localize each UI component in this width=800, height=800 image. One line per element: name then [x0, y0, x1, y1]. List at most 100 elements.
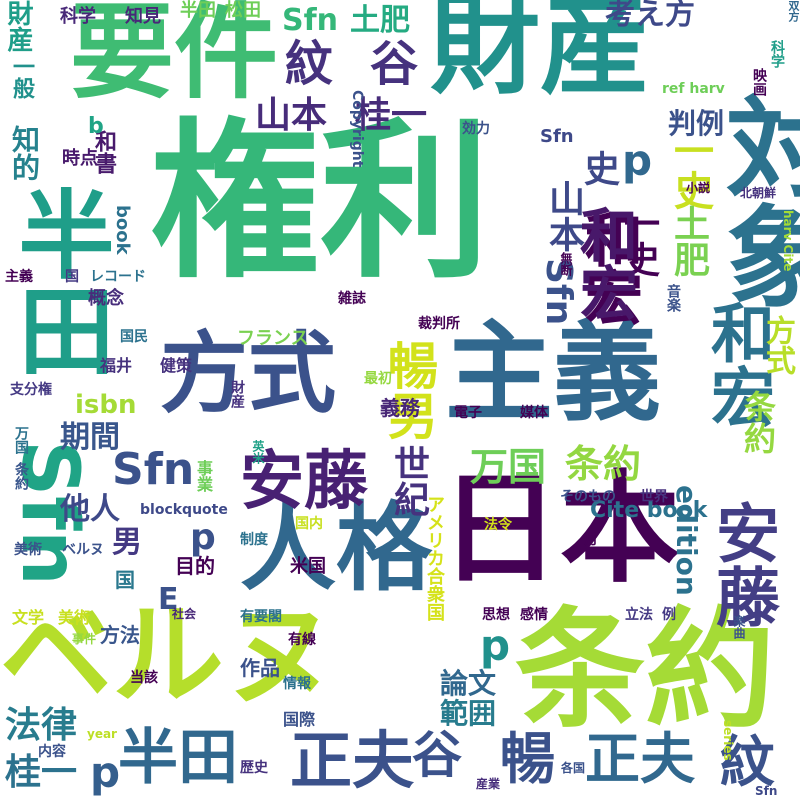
word-e: E — [158, 582, 179, 617]
word-horei: 法令 — [484, 517, 512, 533]
word-eibei: 英米 — [251, 440, 265, 464]
word-masao-1: 正夫 — [290, 724, 415, 797]
word-joyaku-v: 条約 — [739, 390, 777, 454]
word-gakkyoku: 楽曲 — [732, 615, 746, 639]
word-kanjo: 感情 — [520, 607, 548, 623]
word-sfn-vertical: Sfn — [538, 258, 579, 326]
word-yoken: 要件 — [70, 0, 279, 113]
word-kazuhiro-3: 和宏 — [570, 205, 638, 321]
word-matsuda: 松田 — [225, 0, 261, 21]
word-kitachosen: 北朝鮮 — [740, 186, 777, 200]
word-kagaku-1: 科学 — [60, 6, 96, 27]
word-sonomono: そのもの — [560, 489, 616, 505]
word-baitai: 媒体 — [520, 405, 548, 421]
word-jinkaku: 人格 — [240, 492, 432, 604]
word-kokumin: 国民 — [120, 329, 148, 345]
word-bijutsu-1: 美術 — [14, 542, 42, 558]
word-yamamoto: 山本 — [255, 95, 328, 136]
word-b: b — [88, 114, 104, 139]
word-france: フランス — [237, 328, 309, 349]
word-keiichi: 桂一 — [355, 95, 428, 136]
word-kazuhiro-1: 和宏 — [700, 300, 774, 428]
word-zasshi: 雑誌 — [338, 291, 366, 307]
word-p-4: p — [622, 136, 653, 185]
word-kangaekata: 考え方 — [605, 0, 695, 32]
word-copyright: Copyright — [349, 90, 365, 168]
word-shugi: 主義 — [445, 311, 662, 436]
word-kakkoku: 各国 — [561, 761, 586, 775]
word-washo: 和書 — [91, 130, 116, 174]
word-hani: 範囲 — [440, 697, 497, 730]
word-saisho: 最初 — [364, 371, 392, 387]
word-gainen: 概念 — [88, 288, 124, 309]
word-soho: 双方 — [787, 0, 800, 22]
word-kazuhiro-2: 和宏 — [575, 210, 643, 326]
word-sfn-bottom: Sfn — [755, 784, 778, 798]
word-joho: 情報 — [283, 676, 311, 692]
word-horitsu: 法律 — [5, 705, 78, 746]
word-kikan: 期間 — [60, 420, 120, 455]
word-sangyo: 産業 — [476, 777, 501, 791]
word-nobu: 暢 — [500, 727, 556, 791]
word-ronbun: 論文 — [440, 667, 497, 700]
word-eiga: 映画 — [751, 68, 767, 96]
word-kazushi-2: 一史 — [618, 205, 659, 277]
word-blockquote: blockquote — [140, 502, 228, 518]
word-gimu: 義務 — [380, 396, 420, 420]
word-handa-vertical: 半田 — [2, 185, 114, 377]
word-ongaku: 音楽 — [665, 284, 681, 312]
word-joyaku-mid: 条約 — [565, 442, 642, 486]
word-shi: 史 — [578, 150, 619, 186]
word-shiso: 思想 — [482, 607, 510, 623]
word-chiken: 知見 — [125, 6, 161, 27]
word-mon-1: 紋 — [720, 730, 776, 794]
word-record: レコード — [90, 269, 146, 285]
word-shosetsu: 小説 — [686, 181, 711, 195]
word-seiki: 世紀 — [388, 445, 429, 517]
word-sfn-mid: Sfn — [112, 444, 195, 495]
word-taisho: 対象 — [707, 90, 800, 310]
word-kazushi-1: 一史 — [667, 130, 713, 210]
word-saibansho: 裁判所 — [418, 316, 460, 332]
word-keiichi-2: 桂一 — [5, 752, 78, 793]
word-p-3: p — [90, 748, 121, 797]
word-kensaku: 健策 — [160, 356, 193, 375]
word-jigyo: 事業 — [194, 460, 213, 492]
word-mon-2: 紋 — [285, 36, 334, 92]
word-isbn: isbn — [75, 390, 137, 420]
word-togai: 当該 — [130, 670, 158, 686]
word-koryoku: 効力 — [462, 121, 490, 137]
word-edition: edition — [670, 485, 703, 596]
word-berune-small: ベルヌ — [62, 542, 104, 558]
word-handa-3: 半田 — [180, 0, 216, 21]
word-kagaku-2: 科学 — [769, 40, 785, 68]
word-beikoku: 米国 — [290, 556, 326, 577]
word-bankoku-v: 万国 — [13, 426, 29, 454]
word-america: アメリカ合衆国 — [424, 495, 445, 621]
word-jiten: 時点 — [62, 148, 98, 169]
word-shakai: 社会 — [172, 607, 197, 621]
word-hoshiki: 方式 — [160, 322, 337, 425]
word-series: series — [721, 720, 735, 761]
word-yusen: 有線 — [288, 632, 316, 648]
word-sekai: 世界 — [640, 489, 668, 505]
word-zaisan-small: 財産 — [3, 0, 33, 52]
word-kokunai: 国内 — [295, 516, 323, 532]
word-mokuteki: 目的 — [175, 554, 215, 578]
word-mudan: 無断 — [559, 252, 573, 276]
word-year: year — [87, 727, 117, 741]
word-kuni-2: 国 — [65, 269, 79, 285]
word-ando: 安藤 — [240, 445, 368, 519]
word-tani-2: 谷 — [370, 36, 419, 92]
word-rei: 例 — [662, 607, 676, 623]
word-berune-big: ベルヌ — [0, 591, 336, 721]
word-naiyo: 内容 — [38, 744, 66, 760]
word-hoho: 方法 — [100, 623, 140, 647]
word-dohi: 土肥 — [350, 3, 410, 38]
word-sfn-top: Sfn — [282, 3, 339, 38]
word-nihon: 日本 — [440, 460, 680, 599]
word-tani-1: 谷 — [412, 726, 462, 784]
word-kenri: 権利 — [150, 104, 491, 302]
word-ippan: 一般 — [9, 55, 34, 99]
word-p-1: p — [190, 517, 216, 558]
